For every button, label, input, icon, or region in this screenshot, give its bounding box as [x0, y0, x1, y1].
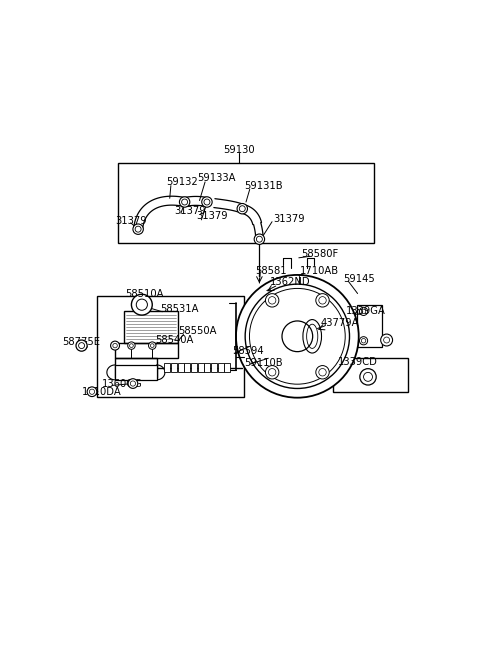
Text: 58775E: 58775E: [62, 337, 100, 347]
Bar: [218, 363, 224, 373]
Bar: [115, 365, 156, 380]
Circle shape: [150, 344, 154, 347]
Text: 59133A: 59133A: [197, 173, 235, 183]
Circle shape: [236, 275, 359, 398]
Bar: [178, 363, 183, 373]
Circle shape: [136, 299, 147, 310]
Text: 58580F: 58580F: [301, 249, 338, 259]
Text: 31379: 31379: [196, 211, 228, 221]
Bar: [171, 363, 177, 373]
Circle shape: [268, 369, 276, 376]
Circle shape: [360, 337, 368, 345]
Text: 31379: 31379: [115, 215, 147, 226]
Text: 1362ND: 1362ND: [270, 277, 311, 288]
Circle shape: [268, 297, 276, 304]
Bar: [164, 363, 170, 373]
Circle shape: [265, 293, 279, 307]
Text: 58594: 58594: [232, 346, 264, 356]
Circle shape: [384, 337, 390, 343]
Bar: [124, 311, 178, 343]
Circle shape: [202, 197, 212, 207]
Circle shape: [130, 381, 135, 386]
Circle shape: [113, 343, 117, 348]
Text: 1339GA: 1339GA: [346, 306, 385, 316]
Circle shape: [282, 321, 312, 352]
Text: 43779A: 43779A: [321, 318, 359, 328]
Text: 58581: 58581: [255, 266, 287, 276]
Circle shape: [319, 297, 326, 304]
Text: 59131B: 59131B: [244, 180, 283, 191]
Text: 58550A: 58550A: [178, 326, 217, 336]
Circle shape: [180, 197, 190, 207]
Circle shape: [361, 339, 366, 343]
Text: 1710AB: 1710AB: [300, 266, 339, 276]
Text: 58540A: 58540A: [155, 335, 193, 345]
Circle shape: [135, 227, 141, 232]
Circle shape: [204, 199, 210, 205]
Circle shape: [240, 206, 245, 212]
Bar: [115, 358, 156, 378]
Bar: [118, 164, 374, 243]
Text: 59130: 59130: [223, 145, 254, 155]
Circle shape: [79, 343, 84, 349]
Circle shape: [316, 293, 329, 307]
Text: 1310DA: 1310DA: [82, 387, 121, 397]
Bar: [357, 304, 382, 347]
Circle shape: [363, 373, 372, 382]
Circle shape: [89, 389, 95, 395]
Text: 58510A: 58510A: [125, 289, 164, 299]
Circle shape: [128, 379, 138, 388]
Text: 58531A: 58531A: [160, 304, 199, 314]
Circle shape: [130, 344, 133, 347]
Text: 1360GG: 1360GG: [102, 379, 143, 389]
Text: 31379: 31379: [175, 206, 206, 215]
Text: 59132: 59132: [166, 177, 198, 187]
Bar: [211, 363, 217, 373]
Circle shape: [133, 224, 144, 234]
Text: 31379: 31379: [273, 214, 304, 224]
Bar: [184, 363, 190, 373]
Bar: [204, 363, 210, 373]
Circle shape: [316, 365, 329, 379]
Circle shape: [148, 342, 156, 349]
Circle shape: [360, 307, 368, 315]
Circle shape: [360, 369, 376, 385]
Circle shape: [87, 387, 97, 397]
Circle shape: [319, 369, 326, 376]
Circle shape: [181, 199, 188, 205]
Circle shape: [132, 294, 152, 315]
Text: 1339CD: 1339CD: [338, 357, 378, 367]
Circle shape: [128, 342, 135, 349]
Circle shape: [256, 236, 263, 242]
Bar: [115, 343, 178, 358]
Bar: [191, 363, 197, 373]
Bar: [225, 363, 230, 373]
Circle shape: [381, 334, 393, 346]
Bar: [198, 363, 204, 373]
Circle shape: [76, 340, 87, 351]
Circle shape: [254, 234, 264, 245]
Text: 59110B: 59110B: [244, 358, 283, 368]
Text: 59145: 59145: [343, 274, 374, 284]
Circle shape: [110, 341, 120, 350]
Circle shape: [265, 365, 279, 379]
Bar: [97, 296, 244, 397]
Circle shape: [361, 309, 366, 313]
Bar: [334, 358, 408, 392]
Circle shape: [237, 204, 248, 214]
